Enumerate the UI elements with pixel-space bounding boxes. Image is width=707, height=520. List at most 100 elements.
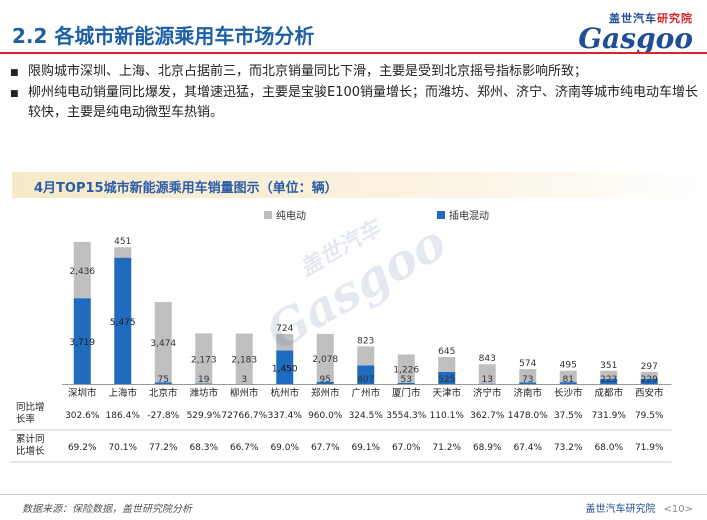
table-cell-1-5: 69.0% xyxy=(270,443,299,453)
logo-subtitle: 盖世汽车研究院 xyxy=(578,10,693,26)
table-cell-1-7: 69.1% xyxy=(351,443,380,453)
bar-phev-天津市 xyxy=(438,371,456,384)
data-label-phev-西安市: 229 xyxy=(641,375,658,385)
category-label-深圳市: 深圳市 xyxy=(68,387,97,399)
logo-subtitle-blue: 盖世汽车 xyxy=(609,12,657,25)
table-cell-0-3: 529.9% xyxy=(187,411,222,421)
table-cell-0-0: 302.6% xyxy=(65,411,100,421)
bar-bev-潍坊市 xyxy=(195,333,213,384)
data-label-bev-上海市: 451 xyxy=(114,237,131,247)
table-cell-1-10: 68.9% xyxy=(473,443,502,453)
bar-phev-济南市 xyxy=(519,382,537,384)
category-label-广州市: 广州市 xyxy=(351,387,380,399)
footer-source: 数据来源：保险数据，盖世研究院分析 xyxy=(22,504,192,515)
data-label-phev-郑州市: 95 xyxy=(320,375,331,385)
data-label-phev-深圳市: 3,719 xyxy=(69,338,95,348)
category-label-郑州市: 郑州市 xyxy=(311,387,340,399)
bar-phev-深圳市 xyxy=(73,298,91,384)
footer-divider xyxy=(0,494,707,495)
gasgoo-logo: 盖世汽车研究院 Gasgoo xyxy=(578,10,693,55)
table-cell-0-11: 1478.0% xyxy=(508,411,548,421)
table-cell-0-6: 960.0% xyxy=(308,411,343,421)
category-label-济南市: 济南市 xyxy=(513,387,542,399)
table-cell-0-10: 362.7% xyxy=(470,411,505,421)
data-label-bev-济宁市: 843 xyxy=(479,354,496,364)
bullet-list: ■ 限购城市深圳、上海、北京占据前三，而北京销量同比下滑，主要是受到北京摇号指标… xyxy=(10,62,699,123)
chart-title-band: 4月TOP15城市新能源乘用车销量图示（单位：辆） xyxy=(12,172,702,198)
table-cell-0-2: -27.8% xyxy=(147,411,179,421)
category-label-厦门市: 厦门市 xyxy=(392,387,421,399)
data-label-phev-潍坊市: 19 xyxy=(198,375,210,385)
bar-bev-郑州市 xyxy=(316,333,334,382)
data-label-phev-厦门市: 53 xyxy=(401,375,412,385)
bullet-text-1: 限购城市深圳、上海、北京占据前三，而北京销量同比下滑，主要是受到北京摇号指标影响… xyxy=(28,64,588,79)
data-label-bev-天津市: 645 xyxy=(438,347,455,357)
data-label-bev-深圳市: 2,436 xyxy=(69,267,95,277)
category-label-成都市: 成都市 xyxy=(594,387,623,399)
data-label-phev-杭州市: 1,450 xyxy=(272,364,298,374)
bar-bev-厦门市 xyxy=(397,354,415,383)
legend-swatch-1 xyxy=(437,211,445,219)
bar-phev-厦门市 xyxy=(397,382,415,384)
legend-swatch-0 xyxy=(264,211,272,219)
table-cell-0-1: 186.4% xyxy=(106,411,141,421)
bar-phev-长沙市 xyxy=(559,382,577,384)
table-row-label-1-b: 比增长 xyxy=(16,445,45,457)
bullet-item-1: ■ 限购城市深圳、上海、北京占据前三，而北京销量同比下滑，主要是受到北京摇号指标… xyxy=(10,62,699,83)
bar-bev-广州市 xyxy=(357,346,375,366)
table-cell-1-13: 68.0% xyxy=(594,443,623,453)
page-number: <10> xyxy=(663,504,693,515)
data-label-phev-济宁市: 13 xyxy=(482,375,493,385)
table-cell-0-9: 110.1% xyxy=(430,411,465,421)
table-cell-0-12: 37.5% xyxy=(554,411,583,421)
data-label-bev-潍坊市: 2,173 xyxy=(191,355,217,365)
table-cell-1-6: 67.7% xyxy=(311,443,340,453)
table-cell-0-5: 337.4% xyxy=(268,411,303,421)
data-label-bev-柳州市: 2,183 xyxy=(231,356,257,366)
data-label-bev-成都市: 351 xyxy=(600,361,617,371)
table-cell-1-1: 70.1% xyxy=(108,443,137,453)
table-cell-0-14: 79.5% xyxy=(635,411,664,421)
category-label-天津市: 天津市 xyxy=(432,387,461,399)
bullet-text-2: 柳州纯电动销量同比爆发，其增速迅猛，主要是宝骏E100销量增长；而潍坊、郑州、济… xyxy=(28,85,699,120)
logo-subtitle-red: 研究院 xyxy=(657,12,693,25)
bar-bev-北京市 xyxy=(154,302,172,383)
category-label-柳州市: 柳州市 xyxy=(230,387,259,399)
data-label-bev-厦门市: 1,226 xyxy=(393,366,419,376)
data-label-phev-天津市: 525 xyxy=(438,375,455,385)
table-cell-0-7: 324.5% xyxy=(349,411,384,421)
table-cell-0-4: 72766.7% xyxy=(221,411,267,421)
legend-label-1: 插电混动 xyxy=(449,209,489,222)
bullet-item-2: ■ 柳州纯电动销量同比爆发，其增速迅猛，主要是宝骏E100销量增长；而潍坊、郑州… xyxy=(10,83,699,123)
bar-phev-上海市 xyxy=(114,257,132,384)
bar-phev-西安市 xyxy=(640,378,658,384)
chart-title: 4月TOP15城市新能源乘用车销量图示（单位：辆） xyxy=(34,181,338,196)
category-label-杭州市: 杭州市 xyxy=(270,387,299,399)
data-label-bev-济南市: 574 xyxy=(519,359,536,369)
logo-wordmark: Gasgoo xyxy=(578,22,693,55)
bar-phev-广州市 xyxy=(357,365,375,384)
table-cell-0-13: 731.9% xyxy=(592,411,627,421)
bar-bev-上海市 xyxy=(114,247,132,258)
data-label-bev-北京市: 3,474 xyxy=(150,339,176,349)
data-label-bev-郑州市: 2,078 xyxy=(312,355,338,365)
category-label-北京市: 北京市 xyxy=(149,387,178,399)
data-label-bev-西安市: 297 xyxy=(641,362,658,372)
table-cell-1-4: 66.7% xyxy=(230,443,259,453)
bar-bev-长沙市 xyxy=(559,370,577,383)
bar-bev-济南市 xyxy=(519,369,537,383)
bar-bev-天津市 xyxy=(438,357,456,372)
category-label-济宁市: 济宁市 xyxy=(473,387,502,399)
footer-org-name: 盖世汽车研究院 xyxy=(585,504,656,515)
data-label-phev-济南市: 73 xyxy=(522,375,533,385)
data-label-bev-杭州市: 724 xyxy=(276,324,293,334)
data-label-phev-成都市: 223 xyxy=(600,375,617,385)
table-cell-1-2: 77.2% xyxy=(149,443,178,453)
category-label-西安市: 西安市 xyxy=(635,387,664,399)
category-label-潍坊市: 潍坊市 xyxy=(189,387,218,399)
title-divider xyxy=(0,52,707,54)
table-cell-1-8: 67.0% xyxy=(392,443,421,453)
bar-bev-济宁市 xyxy=(478,364,496,384)
table-row-label-0-b: 长率 xyxy=(16,413,36,425)
bullet-square-icon: ■ xyxy=(10,68,19,78)
